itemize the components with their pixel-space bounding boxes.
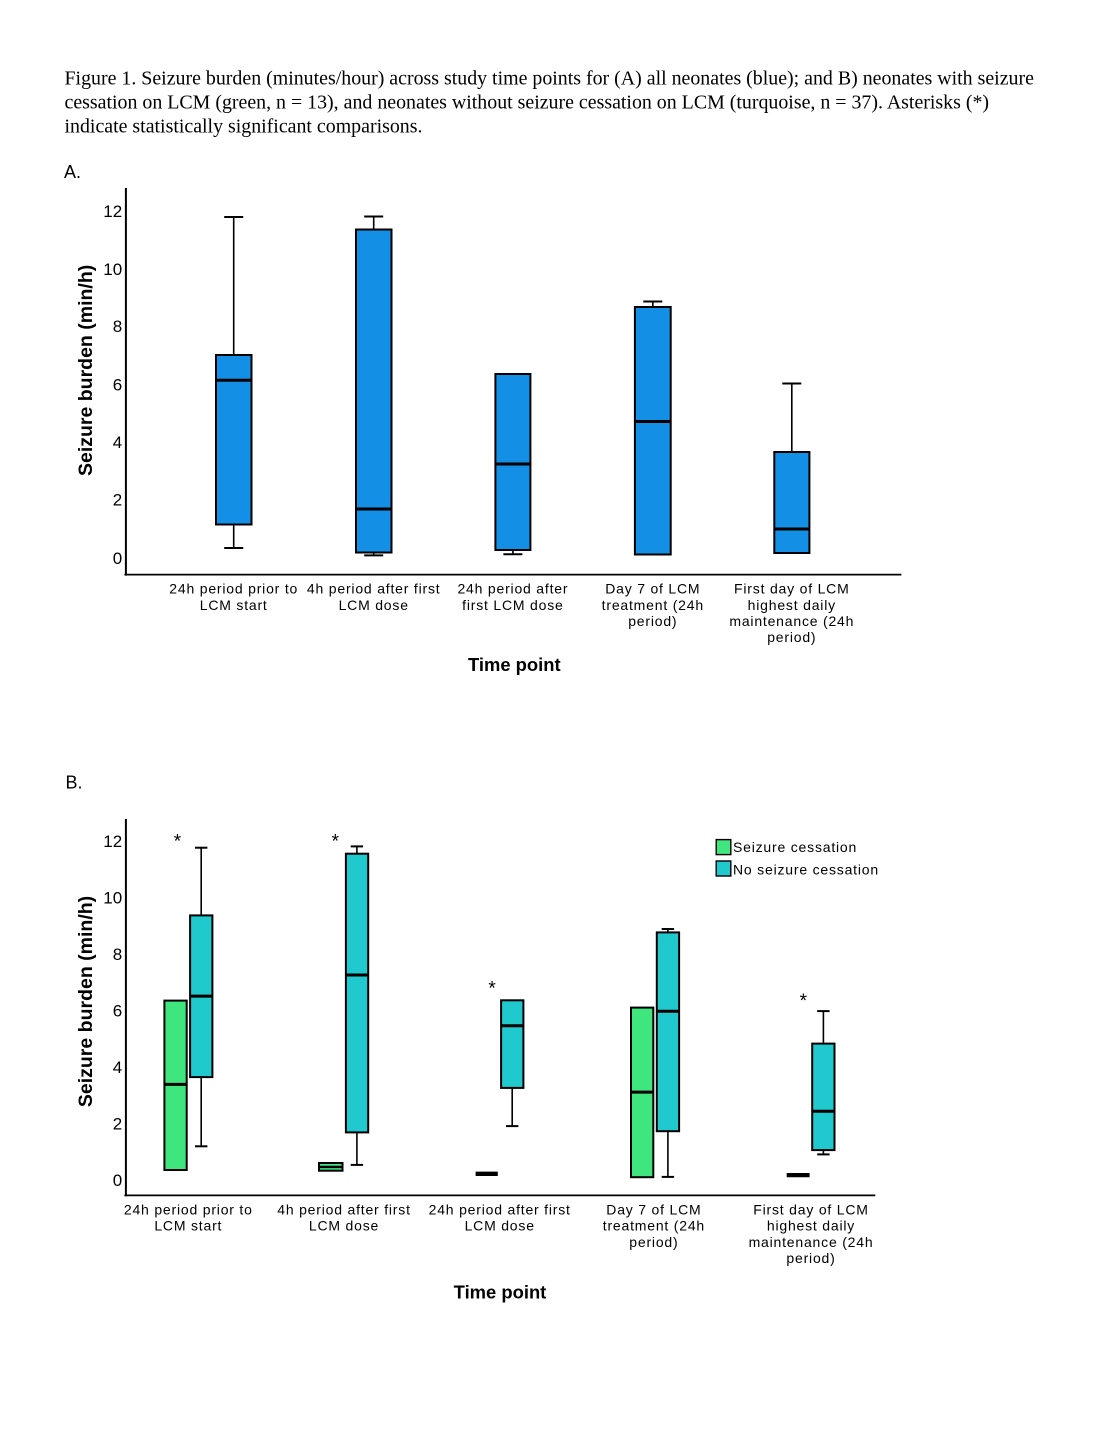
- svg-text:4: 4: [113, 433, 122, 452]
- svg-text:cessation on LCM (green, n = 1: cessation on LCM (green, n = 13), and ne…: [65, 92, 990, 114]
- svg-text:2: 2: [113, 1115, 122, 1134]
- svg-text:6: 6: [113, 375, 122, 394]
- svg-text:8: 8: [113, 317, 122, 336]
- svg-text:B.: B.: [66, 773, 83, 793]
- svg-text:A.: A.: [64, 162, 81, 182]
- svg-text:8: 8: [113, 945, 122, 964]
- svg-text:12: 12: [103, 202, 122, 221]
- svg-text:Time point: Time point: [468, 654, 561, 675]
- svg-text:*: *: [488, 978, 496, 999]
- svg-text:0: 0: [113, 1171, 122, 1190]
- svg-text:Seizure burden (min/h): Seizure burden (min/h): [75, 896, 97, 1107]
- svg-text:*: *: [174, 831, 182, 852]
- svg-text:10: 10: [103, 260, 122, 279]
- svg-text:Seizure burden (min/h): Seizure burden (min/h): [75, 265, 97, 476]
- svg-text:2: 2: [113, 491, 122, 510]
- svg-text:4: 4: [113, 1058, 122, 1077]
- svg-text:0: 0: [113, 549, 122, 568]
- svg-text:indicate statistically signifi: indicate statistically significant compa…: [65, 116, 423, 138]
- svg-text:Figure 1. Seizure burden (minu: Figure 1. Seizure burden (minutes/hour) …: [65, 67, 1035, 89]
- svg-text:12: 12: [103, 832, 122, 851]
- svg-text:Seizure cessation: Seizure cessation: [733, 839, 857, 855]
- svg-text:Time point: Time point: [454, 1281, 547, 1302]
- svg-text:*: *: [800, 991, 808, 1012]
- svg-text:6: 6: [113, 1002, 122, 1021]
- svg-text:No seizure cessation: No seizure cessation: [733, 862, 879, 878]
- svg-text:10: 10: [103, 889, 122, 908]
- svg-text:*: *: [332, 831, 340, 852]
